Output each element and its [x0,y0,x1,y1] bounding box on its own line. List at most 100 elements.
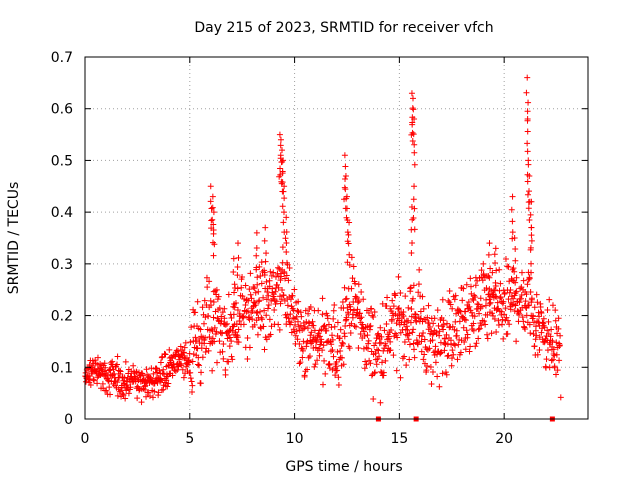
data-point [361,328,368,335]
data-point [182,339,189,346]
data-point [409,95,416,102]
data-point [354,299,361,306]
data-point [208,205,215,212]
data-point [239,274,246,281]
data-point [90,376,97,383]
data-point [411,141,418,148]
data-point [443,331,450,338]
data-point [311,363,318,370]
data-point [387,338,394,345]
data-point [361,333,368,340]
data-point [463,327,470,334]
data-point [268,272,275,279]
data-point [279,286,286,293]
data-point [188,378,195,385]
data-point [484,335,491,342]
data-point [519,314,526,321]
data-point [556,342,563,349]
data-point [416,266,423,273]
data-point [409,119,416,126]
data-point [125,390,132,397]
data-point [445,352,452,359]
data-point [538,309,545,316]
data-point [444,353,451,360]
data-point [128,368,135,375]
data-point [169,372,176,379]
data-point [189,388,196,395]
data-point [234,272,241,279]
data-point [275,321,282,328]
data-point [440,326,447,333]
data-point [158,377,165,384]
data-point [477,295,484,302]
data-point [187,369,194,376]
data-point [159,370,166,377]
data-point [87,381,94,388]
data-point [518,269,525,276]
data-point [319,311,326,318]
data-point [547,333,554,340]
data-point [444,320,451,327]
data-point [358,314,365,321]
data-point [512,302,519,309]
data-point [405,336,412,343]
data-point [500,335,507,342]
data-point [356,310,363,317]
data-point [432,343,439,350]
data-point [355,298,362,305]
data-point [525,188,532,195]
data-point [504,263,511,270]
data-point [328,348,335,355]
data-point [520,277,527,284]
data-point [484,331,491,338]
data-point [353,294,360,301]
data-point [234,334,241,341]
data-point [172,368,179,375]
data-point [92,357,99,364]
data-point [476,310,483,317]
data-point [453,332,460,339]
data-point [357,331,364,338]
data-point [201,297,208,304]
data-point [397,289,404,296]
data-point [209,335,216,342]
data-point [390,303,397,310]
data-point [423,346,430,353]
data-point [364,332,371,339]
data-point [379,300,386,307]
data-point [549,356,556,363]
data-point [253,245,260,252]
data-point [291,328,298,335]
data-point [507,306,514,313]
data-point [374,331,381,338]
data-point [479,303,486,310]
data-point [201,320,208,327]
data-point [468,290,475,297]
data-point [210,209,217,216]
data-point [279,244,286,251]
data-point [122,395,129,402]
data-point [323,327,330,334]
data-point [392,292,399,299]
data-point [524,108,531,115]
data-point [265,292,272,299]
data-point [185,359,192,366]
data-point [234,264,241,271]
data-point [476,325,483,332]
data-point [211,241,218,248]
data-point [278,273,285,280]
data-point [437,349,444,356]
data-point [406,356,413,363]
data-point [486,240,493,247]
data-point [545,318,552,325]
data-point [507,287,514,294]
data-point [366,326,373,333]
data-point [231,300,238,307]
data-point [371,369,378,376]
data-point [421,336,428,343]
data-point [377,324,384,331]
data-point [234,240,241,247]
data-point [247,291,254,298]
data-point [434,373,441,380]
